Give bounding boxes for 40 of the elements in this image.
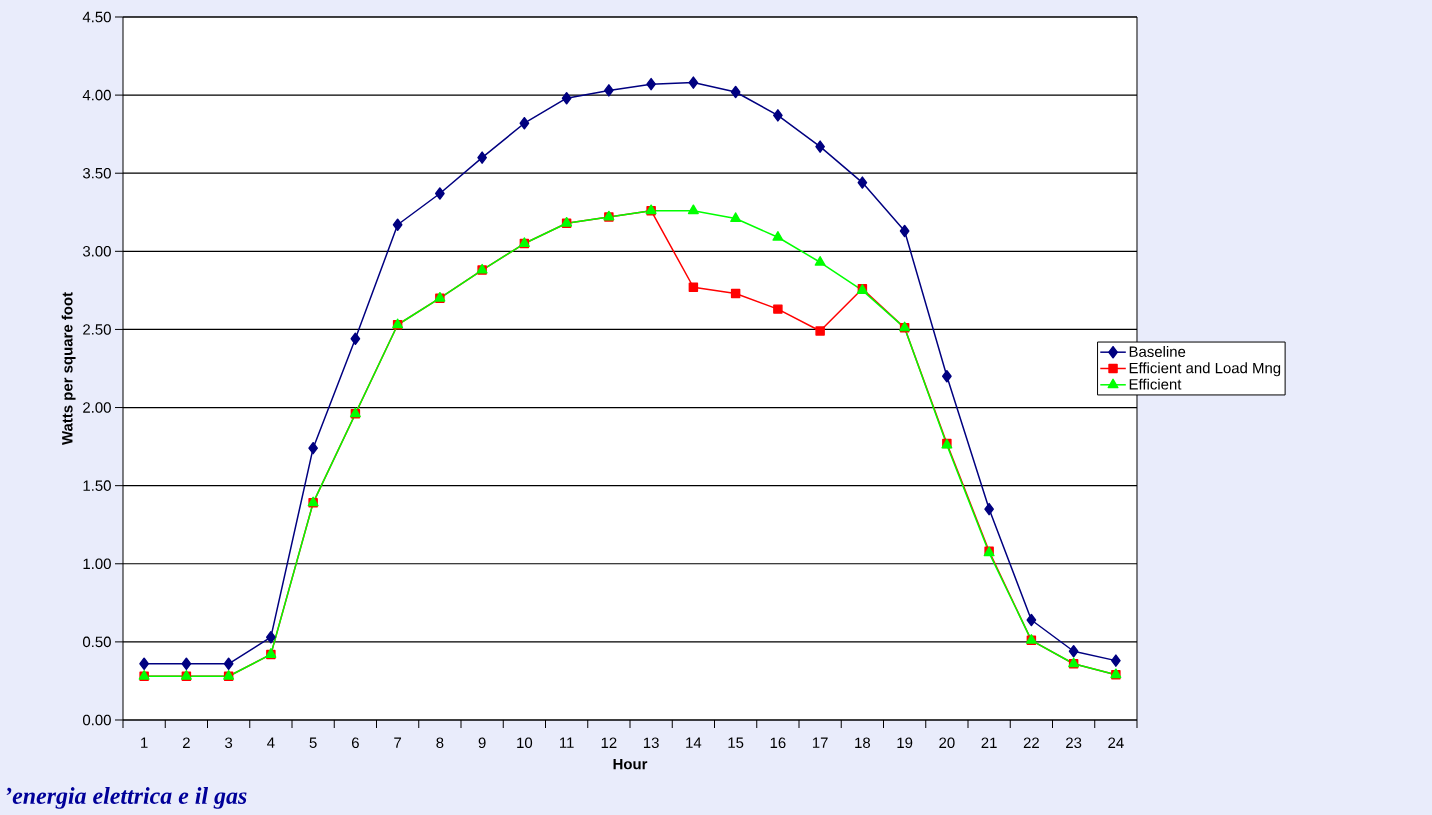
y-tick-label: 3.50 (82, 167, 111, 179)
x-tick-label: 6 (351, 737, 359, 749)
x-axis-title: Hour (613, 758, 648, 770)
x-tick-label: 1 (141, 737, 148, 748)
legend-label: Efficient and Load Mng (1129, 362, 1281, 377)
text: ’energia elettrica e il gas (6, 787, 247, 809)
x-tick-label: 22 (1023, 737, 1039, 748)
x-tick-label: 23 (1066, 737, 1082, 749)
x-tick-label: 18 (855, 737, 871, 749)
y-tick-label: 2.50 (83, 324, 111, 335)
legend-label: Efficient (1129, 378, 1182, 390)
x-tick-label: 5 (309, 737, 317, 748)
x-tick-label: 20 (939, 737, 955, 749)
y-axis-title: Watts per square foot (61, 292, 76, 445)
y-tick-label: 3.00 (82, 246, 111, 257)
x-tick-label: 17 (812, 737, 828, 748)
legend-label: Baseline (1129, 346, 1186, 357)
x-tick-label: 14 (686, 737, 702, 748)
x-tick-label: 24 (1108, 737, 1124, 748)
x-tick-label: 8 (436, 737, 444, 749)
x-tick-label: 21 (981, 737, 997, 748)
x-tick-label: 3 (225, 737, 233, 749)
y-tick-label: 1.50 (83, 480, 111, 491)
x-tick-label: 2 (182, 737, 190, 748)
y-tick-label: 2.00 (83, 402, 111, 413)
x-tick-label: 4 (267, 737, 275, 748)
y-tick-label: 4.00 (82, 89, 111, 101)
y-tick-label: 1.00 (83, 558, 111, 570)
x-tick-label: 15 (728, 737, 744, 748)
x-tick-label: 7 (394, 737, 402, 748)
y-tick-label: 0.00 (82, 714, 111, 726)
x-tick-label: 13 (643, 737, 659, 749)
x-tick-label: 12 (601, 737, 617, 748)
y-tick-label: 0.50 (82, 636, 111, 648)
x-tick-label: 11 (560, 737, 574, 748)
x-tick-label: 19 (897, 737, 913, 749)
y-tick-label: 4.50 (82, 11, 111, 23)
x-tick-label: 10 (517, 737, 533, 749)
x-tick-label: 9 (478, 737, 486, 749)
x-tick-label: 16 (770, 737, 786, 749)
